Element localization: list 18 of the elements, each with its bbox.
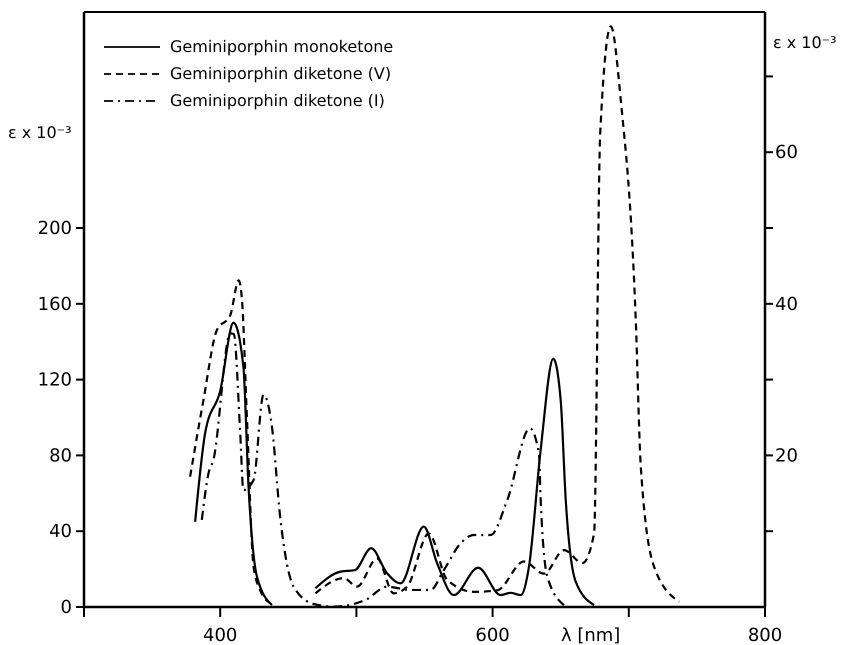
y2-axis-title: ε x 10⁻³ [773, 33, 837, 52]
x-tick-label: 400 [203, 625, 238, 645]
y-tick-label: 120 [38, 370, 72, 391]
y-tick-label: 0 [60, 597, 72, 618]
x-axis-title: λ [nm] [560, 625, 620, 645]
x-tick-label: 800 [748, 625, 782, 645]
y-tick-label: 40 [49, 521, 72, 542]
y-axis-title: ε x 10⁻³ [8, 123, 72, 142]
y2-tick-label: 60 [775, 142, 798, 164]
legend-label: Geminiporphin diketone (V) [170, 64, 392, 83]
legend-label: Geminiporphin diketone (I) [170, 91, 385, 110]
y-tick-label: 200 [38, 218, 72, 240]
y2-tick-label: 20 [775, 445, 798, 466]
x-tick-label: 600 [475, 625, 510, 645]
y-tick-label: 160 [38, 294, 72, 315]
y-tick-label: 80 [49, 445, 72, 466]
y2-tick-label: 40 [775, 294, 798, 315]
legend-label: Geminiporphin monoketone [170, 37, 394, 56]
